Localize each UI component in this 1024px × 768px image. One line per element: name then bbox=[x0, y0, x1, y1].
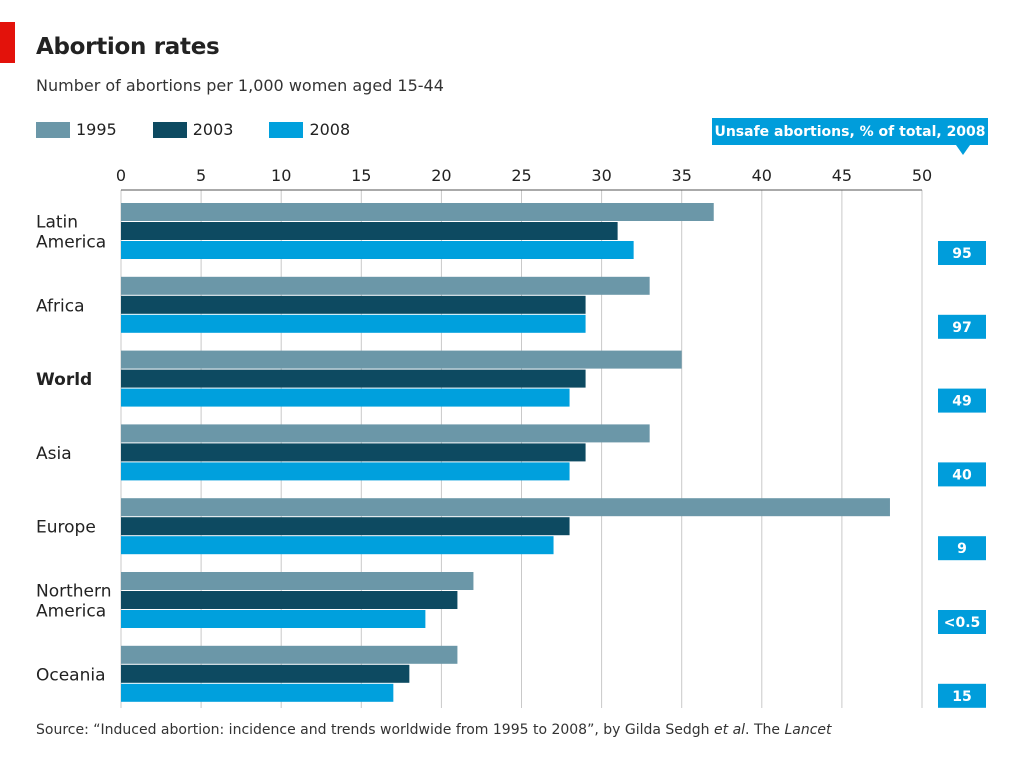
unsafe-box-oceania bbox=[938, 683, 986, 708]
source-journal: Lancet bbox=[784, 722, 832, 738]
x-tick-label-45: 45 bbox=[832, 166, 852, 185]
category-label-africa: Africa bbox=[36, 296, 85, 316]
unsafe-box-world bbox=[938, 388, 986, 413]
bar-africa-2008 bbox=[121, 314, 586, 333]
legend-swatch-2008 bbox=[269, 121, 304, 138]
category-label-line: America bbox=[36, 602, 106, 622]
unsafe-value-africa: 97 bbox=[952, 320, 971, 336]
unsafe-box-latin-america bbox=[938, 241, 986, 265]
bar-oceania-2008 bbox=[121, 683, 394, 702]
legend-item-2008: 2008 bbox=[269, 120, 350, 139]
source-etal: et al bbox=[714, 722, 746, 738]
bar-asia-2008 bbox=[121, 462, 570, 481]
category-label-northern-america: Northern America bbox=[36, 582, 111, 622]
legend-item-1995: 1995 bbox=[36, 120, 117, 139]
bar-latin-america-2008 bbox=[121, 241, 634, 259]
bar-europe-2003 bbox=[121, 517, 570, 536]
legend: 1995 2003 2008 bbox=[36, 120, 386, 139]
unsafe-value-northern-america: <0.5 bbox=[944, 615, 981, 631]
bar-europe-1995 bbox=[121, 498, 890, 517]
x-tick-label-25: 25 bbox=[511, 166, 531, 185]
category-label-line: Africa bbox=[36, 296, 85, 316]
category-label-line: America bbox=[36, 233, 106, 253]
unsafe-value-europe: 9 bbox=[957, 541, 967, 557]
unsafe-box-asia bbox=[938, 462, 986, 487]
x-tick-label-10: 10 bbox=[271, 166, 291, 185]
bar-world-2003 bbox=[121, 369, 586, 388]
category-label-europe: Europe bbox=[36, 518, 96, 538]
category-label-line: Oceania bbox=[36, 665, 106, 685]
category-label-line: Asia bbox=[36, 444, 72, 464]
x-tick-label-30: 30 bbox=[591, 166, 611, 185]
legend-swatch-1995 bbox=[36, 121, 70, 138]
category-label-world: World bbox=[36, 370, 92, 390]
bar-africa-2003 bbox=[121, 295, 586, 314]
bar-asia-1995 bbox=[121, 424, 650, 443]
bar-latin-america-2003 bbox=[121, 222, 618, 240]
source-note: Source: “Induced abortion: incidence and… bbox=[36, 722, 832, 738]
bar-northern-america-1995 bbox=[121, 572, 474, 590]
source-middle: . The bbox=[745, 722, 785, 738]
bar-europe-2008 bbox=[121, 536, 554, 555]
unsafe-box-africa bbox=[938, 314, 986, 339]
bar-latin-america-1995 bbox=[121, 203, 714, 221]
category-label-latin-america: Latin America bbox=[36, 213, 106, 253]
x-tick-label-5: 5 bbox=[196, 166, 206, 185]
unsafe-box-europe bbox=[938, 536, 986, 561]
category-label-line: Europe bbox=[36, 518, 96, 538]
legend-swatch-2003 bbox=[152, 121, 187, 138]
unsafe-box-northern-america bbox=[938, 610, 986, 634]
bar-northern-america-2008 bbox=[121, 610, 426, 628]
chart-title: Abortion rates bbox=[36, 34, 220, 60]
unsafe-header-pointer bbox=[956, 145, 970, 155]
unsafe-value-asia: 40 bbox=[952, 467, 972, 483]
bar-africa-1995 bbox=[121, 276, 650, 295]
legend-item-2003: 2003 bbox=[152, 120, 234, 139]
brand-tag bbox=[0, 22, 15, 63]
unsafe-value-oceania: 15 bbox=[952, 689, 971, 705]
category-label-line: Latin bbox=[36, 213, 78, 233]
category-label-line: World bbox=[36, 370, 92, 390]
x-tick-label-50: 50 bbox=[912, 166, 932, 185]
bar-northern-america-2003 bbox=[121, 591, 458, 609]
bar-oceania-2003 bbox=[121, 664, 410, 683]
x-tick-label-0: 0 bbox=[116, 166, 126, 185]
bar-asia-2003 bbox=[121, 443, 586, 462]
x-tick-label-40: 40 bbox=[752, 166, 772, 185]
bar-world-1995 bbox=[121, 350, 682, 369]
legend-label-1995: 1995 bbox=[76, 120, 117, 139]
bar-world-2008 bbox=[121, 388, 570, 407]
bar-oceania-1995 bbox=[121, 645, 458, 664]
unsafe-header: Unsafe abortions, % of total, 2008 bbox=[712, 118, 988, 145]
unsafe-value-world: 49 bbox=[952, 394, 971, 410]
legend-label-2008: 2008 bbox=[309, 120, 351, 139]
unsafe-value-latin-america: 95 bbox=[952, 246, 971, 262]
legend-label-2003: 2003 bbox=[192, 120, 234, 139]
x-tick-label-35: 35 bbox=[672, 166, 692, 185]
category-label-oceania: Oceania bbox=[36, 665, 106, 685]
category-label-asia: Asia bbox=[36, 444, 72, 464]
chart-subtitle: Number of abortions per 1,000 women aged… bbox=[36, 76, 444, 95]
x-tick-label-15: 15 bbox=[351, 166, 371, 185]
category-label-line: Northern bbox=[36, 582, 111, 602]
x-tick-label-20: 20 bbox=[431, 166, 451, 185]
source-prefix: Source: “Induced abortion: incidence and… bbox=[36, 722, 715, 738]
